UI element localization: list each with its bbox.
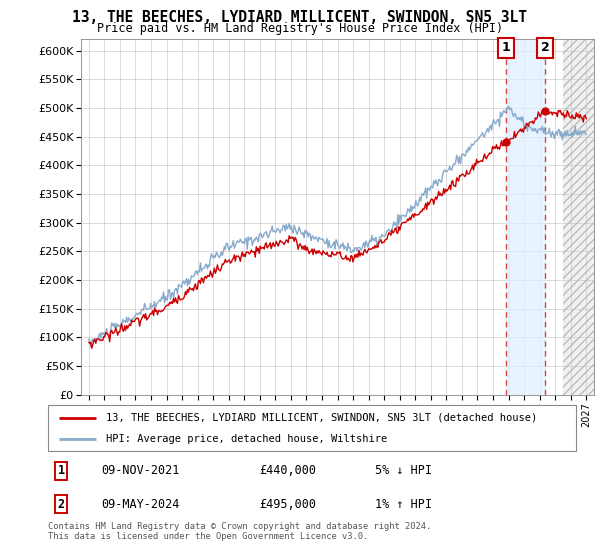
Text: 1: 1	[58, 464, 65, 478]
Bar	[506, 39, 545, 395]
Text: 09-MAY-2024: 09-MAY-2024	[101, 498, 179, 511]
Text: Contains HM Land Registry data © Crown copyright and database right 2024.
This d: Contains HM Land Registry data © Crown c…	[48, 522, 431, 542]
Bar	[563, 39, 594, 395]
Text: £495,000: £495,000	[259, 498, 316, 511]
Text: HPI: Average price, detached house, Wiltshire: HPI: Average price, detached house, Wilt…	[106, 434, 388, 444]
Text: Price paid vs. HM Land Registry's House Price Index (HPI): Price paid vs. HM Land Registry's House …	[97, 22, 503, 35]
Bar	[563, 39, 594, 395]
Text: 2: 2	[541, 41, 550, 54]
Text: 1% ↑ HPI: 1% ↑ HPI	[376, 498, 433, 511]
Text: 13, THE BEECHES, LYDIARD MILLICENT, SWINDON, SN5 3LT (detached house): 13, THE BEECHES, LYDIARD MILLICENT, SWIN…	[106, 413, 538, 423]
Text: 1: 1	[502, 41, 511, 54]
FancyBboxPatch shape	[48, 405, 576, 451]
Text: 5% ↓ HPI: 5% ↓ HPI	[376, 464, 433, 478]
Text: 13, THE BEECHES, LYDIARD MILLICENT, SWINDON, SN5 3LT: 13, THE BEECHES, LYDIARD MILLICENT, SWIN…	[73, 10, 527, 25]
Text: 09-NOV-2021: 09-NOV-2021	[101, 464, 179, 478]
Text: £440,000: £440,000	[259, 464, 316, 478]
Text: 2: 2	[58, 498, 65, 511]
